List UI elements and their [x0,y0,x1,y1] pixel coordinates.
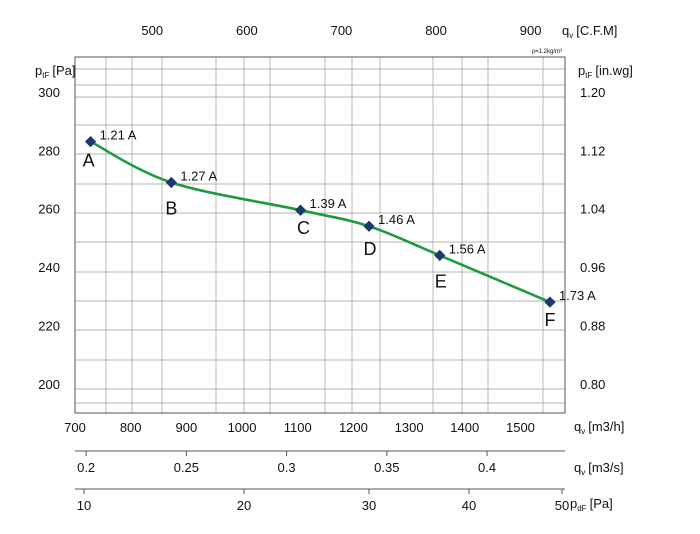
point-current-label: 1.56 A [449,241,486,256]
x-tick-label: 800 [120,420,142,435]
point-current-label: 1.27 A [180,168,217,183]
svg-text:qv[C.F.M]: qv [C.F.M] [562,23,617,40]
top-axis-cfm: 500 600 700 800 900 [141,23,541,38]
x-tick-label: 1300 [395,420,424,435]
x3-tick-label: 0.25 [174,460,199,475]
plot-frame [74,56,566,414]
svg-text:ptF[Pa]: ptF [Pa] [35,63,75,80]
y-tick-label: 220 [38,318,60,333]
data-point-B [165,176,177,189]
left-axis-label: ptF [Pa] [35,63,75,80]
x-tick-label: 700 [64,420,86,435]
x3-tick-label: 0.4 [478,460,496,475]
point-current-label: 1.46 A [378,212,415,227]
x4-tick-label: 40 [462,498,476,513]
svg-text:qv[m3/s]: qv [m3/s] [574,460,624,477]
bottom-axis-label: qv [m3/h] [574,419,624,436]
x-tick-label: 1200 [339,420,368,435]
point-letter-label: C [297,218,310,238]
curve-points: 1.21 A A 1.27 AB 1.39 AC 1.46 AD 1.56 AE 1.73 … [83,128,597,330]
y-tick-label: 240 [38,260,60,275]
y-tick-label: 260 [38,202,60,217]
x2-tick-label: 900 [520,23,542,38]
x4-tick-label: 30 [362,498,376,513]
point-current-label: 1.21 A [100,128,137,143]
point-letter-label: E [435,271,447,291]
svg-text:qv[m3/h]: qv [m3/h] [574,419,624,436]
point-letter-label: D [364,239,377,259]
fan-curve-line [90,140,551,304]
x3-tick-label: 0.3 [278,460,296,475]
x-tick-label: 900 [176,420,198,435]
left-axis-pa: 200 220 240 260 280 300 [38,85,60,392]
axis-m3s: 0.2 0.25 0.3 0.35 0.4 [75,450,565,475]
m3s-axis-label: qv [m3/s] [574,460,624,477]
y2-tick-label: 1.20 [580,85,605,100]
x2-tick-label: 800 [425,23,447,38]
y-tick-label: 280 [38,143,60,158]
x3-tick-label: 0.2 [77,460,95,475]
data-point-E [434,249,446,262]
x4-tick-label: 20 [237,498,251,513]
y2-tick-label: 1.12 [580,143,605,158]
grid [75,57,565,413]
x2-tick-label: 700 [331,23,353,38]
svg-text:pdF[Pa]: pdF [Pa] [570,496,613,513]
x-tick-label: 1100 [284,420,312,435]
svg-text:ptF[in.wg]: ptF [in.wg] [578,63,633,80]
x-tick-label: 1400 [450,420,479,435]
x-tick-label: 1000 [228,420,257,435]
data-point-C [294,204,307,216]
point-letter-label: F [544,310,555,330]
x2-tick-label: 500 [141,23,163,38]
point-current-label: 1.39 A [310,196,347,211]
data-point-F [544,296,556,308]
point-current-label: 1.73 A [559,288,596,303]
pdf-axis-label: pdF [Pa] [570,496,613,513]
point-letter-label: B [165,198,177,218]
x4-tick-label: 50 [555,498,569,513]
x-tick-label: 1500 [506,420,535,435]
x4-tick-label: 10 [77,498,91,513]
top-axis-label: qv [C.F.M] [562,23,617,40]
y2-tick-label: 0.80 [580,377,605,392]
y2-tick-label: 1.04 [580,202,605,217]
right-axis-label: ptF [in.wg] [578,63,633,80]
y-tick-label: 300 [38,85,60,100]
x3-tick-label: 0.35 [374,460,399,475]
point-letter-label: A [83,151,95,171]
density-note: ρ=1.2kg/m³ [532,49,562,55]
data-point-D [363,220,375,232]
x2-tick-label: 600 [236,23,258,38]
y2-tick-label: 0.88 [580,318,605,333]
bottom-axis-m3h: 700 800 900 1000 1100 1200 1300 1400 1500 [64,420,535,435]
y2-tick-label: 0.96 [580,260,605,275]
axis-pdf: 10 20 30 40 50 [75,488,569,513]
data-point-A [84,135,97,148]
right-axis-inwg: 0.80 0.88 0.96 1.04 1.12 1.20 [580,85,605,392]
y-tick-label: 200 [38,377,60,392]
